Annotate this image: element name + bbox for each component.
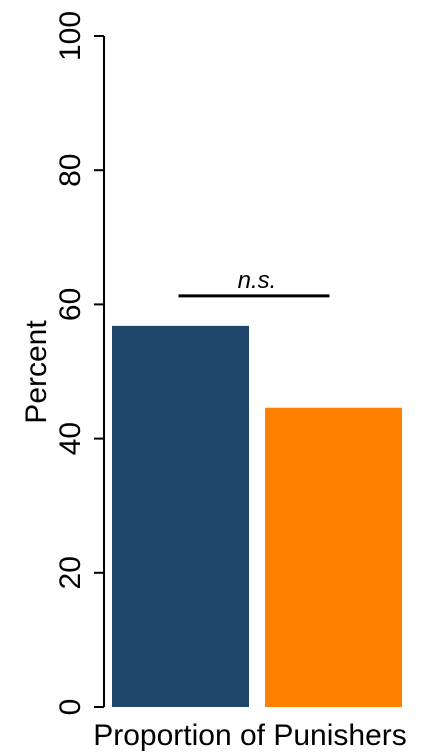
y-axis-ticks: 0 20 40 60 80 100 (54, 11, 104, 715)
y-tick-label: 20 (54, 556, 87, 589)
bar-1 (112, 325, 249, 707)
y-tick-label: 60 (54, 288, 87, 321)
x-axis-title: Proportion of Punishers (93, 719, 407, 752)
y-tick-label: 40 (54, 422, 87, 455)
y-axis-title: Percent (20, 320, 53, 424)
bars-layer (112, 325, 402, 707)
bar-2 (265, 407, 402, 707)
significance-label: n.s. (238, 267, 277, 294)
y-tick-label: 100 (54, 11, 87, 61)
y-tick-label: 80 (54, 154, 87, 187)
y-tick-label: 0 (54, 699, 87, 716)
